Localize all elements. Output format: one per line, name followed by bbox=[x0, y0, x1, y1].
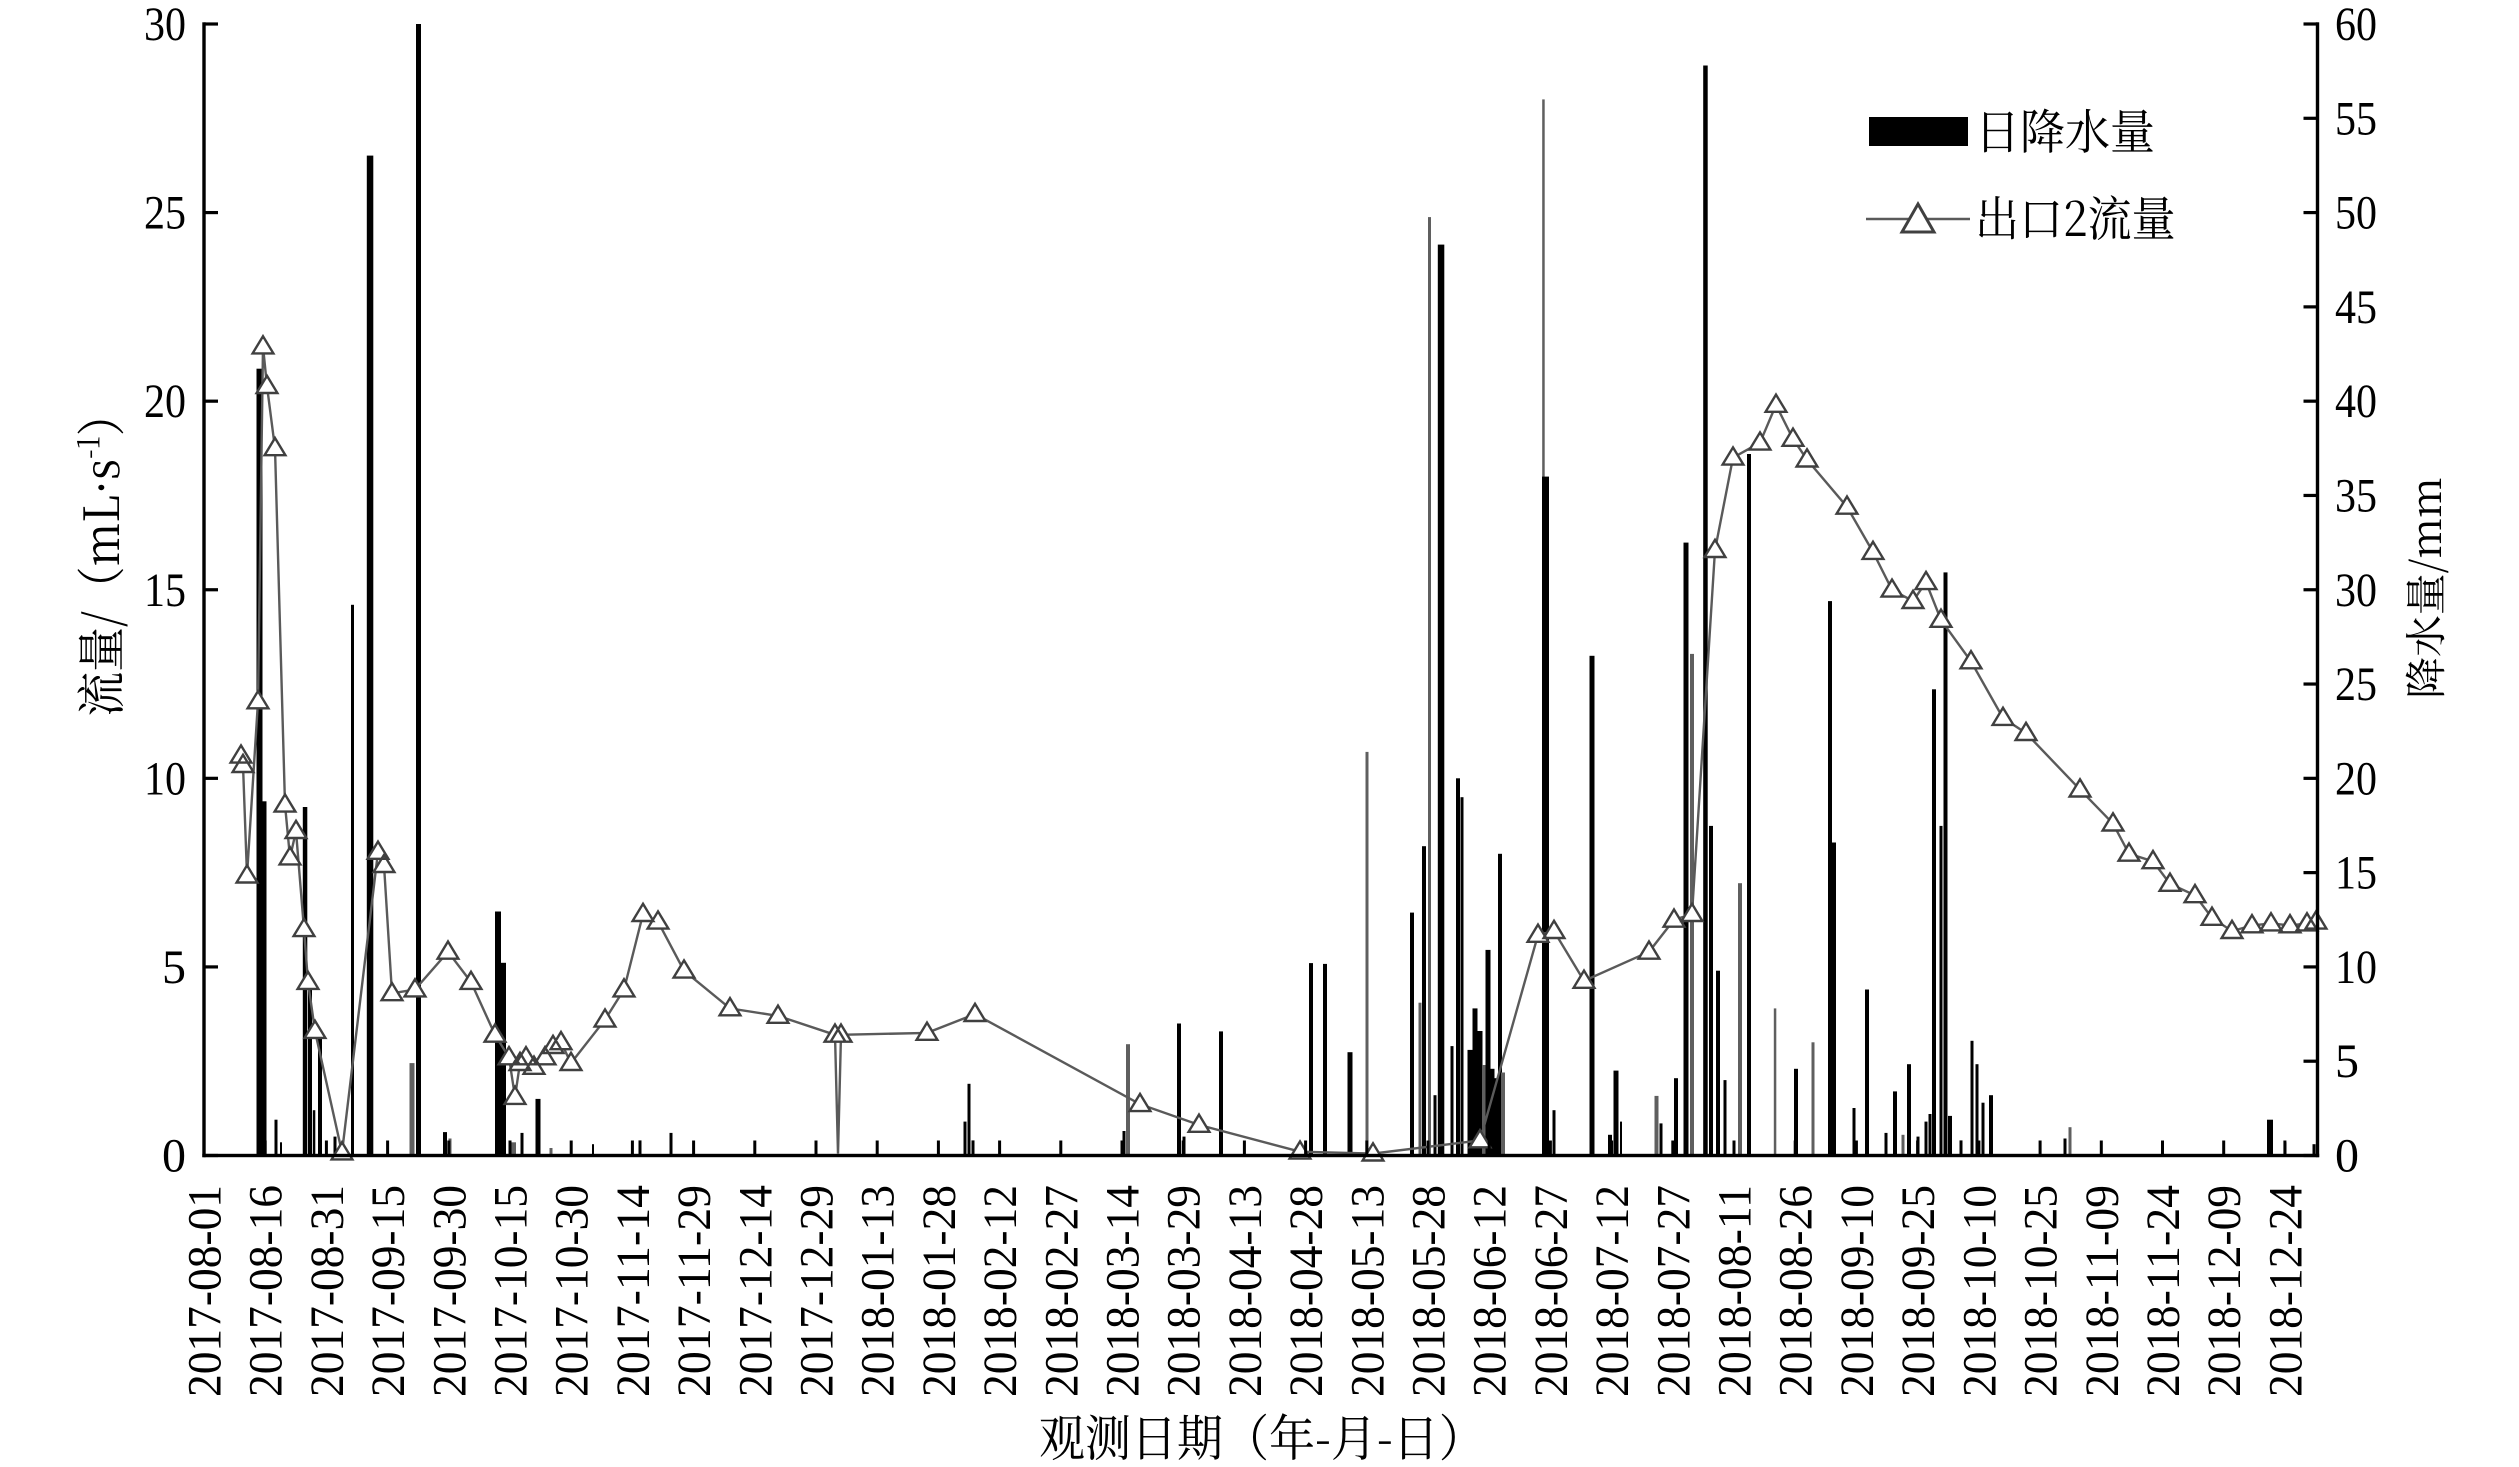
svg-text:2017-12-14: 2017-12-14 bbox=[729, 1185, 782, 1397]
svg-text:2018-03-14: 2018-03-14 bbox=[1097, 1185, 1150, 1397]
svg-text:2018-05-28: 2018-05-28 bbox=[1403, 1185, 1456, 1397]
svg-text:2018-12-09: 2018-12-09 bbox=[2198, 1185, 2251, 1397]
svg-text:2018-04-13: 2018-04-13 bbox=[1219, 1185, 1272, 1397]
svg-text:2017-11-29: 2017-11-29 bbox=[668, 1185, 721, 1397]
svg-text:0: 0 bbox=[2335, 1130, 2359, 1183]
svg-text:30: 30 bbox=[144, 0, 186, 51]
svg-text:2017-11-14: 2017-11-14 bbox=[607, 1185, 660, 1397]
svg-text:50: 50 bbox=[2335, 187, 2377, 240]
svg-text:2018-09-25: 2018-09-25 bbox=[1892, 1185, 1945, 1397]
svg-text:55: 55 bbox=[2335, 92, 2377, 145]
svg-text:5: 5 bbox=[162, 941, 186, 994]
svg-text:2018-05-13: 2018-05-13 bbox=[1341, 1185, 1394, 1397]
svg-text:2018-04-28: 2018-04-28 bbox=[1280, 1185, 1333, 1397]
svg-text:60: 60 bbox=[2335, 0, 2377, 51]
svg-text:2018-11-09: 2018-11-09 bbox=[2076, 1185, 2129, 1397]
svg-text:2018-06-12: 2018-06-12 bbox=[1464, 1185, 1517, 1397]
svg-text:45: 45 bbox=[2335, 281, 2377, 334]
svg-text:2018-09-10: 2018-09-10 bbox=[1831, 1185, 1884, 1397]
svg-text:30: 30 bbox=[2335, 564, 2377, 617]
svg-text:0: 0 bbox=[162, 1130, 186, 1183]
svg-text:2018-08-11: 2018-08-11 bbox=[1709, 1185, 1762, 1397]
svg-text:2018-01-28: 2018-01-28 bbox=[913, 1185, 966, 1397]
svg-text:2018-12-24: 2018-12-24 bbox=[2259, 1185, 2312, 1397]
svg-text:15: 15 bbox=[2335, 847, 2377, 900]
svg-text:2018-01-13: 2018-01-13 bbox=[852, 1185, 905, 1397]
svg-text:25: 25 bbox=[2335, 658, 2377, 711]
svg-text:2017-08-16: 2017-08-16 bbox=[240, 1185, 293, 1397]
svg-text:2018-10-10: 2018-10-10 bbox=[1953, 1185, 2006, 1397]
svg-text:25: 25 bbox=[144, 187, 186, 240]
svg-text:2017-10-30: 2017-10-30 bbox=[546, 1185, 599, 1397]
svg-text:2018-07-12: 2018-07-12 bbox=[1586, 1185, 1639, 1397]
svg-text:2017-08-01: 2017-08-01 bbox=[179, 1185, 232, 1397]
svg-text:2018-02-27: 2018-02-27 bbox=[1035, 1185, 1088, 1397]
svg-text:2018-11-24: 2018-11-24 bbox=[2137, 1185, 2190, 1397]
svg-text:2018-10-25: 2018-10-25 bbox=[2015, 1185, 2068, 1397]
svg-text:2017-10-15: 2017-10-15 bbox=[485, 1185, 538, 1397]
svg-text:2018-08-26: 2018-08-26 bbox=[1770, 1185, 1823, 1397]
svg-text:2017-12-29: 2017-12-29 bbox=[791, 1185, 844, 1397]
svg-text:2017-08-31: 2017-08-31 bbox=[301, 1185, 354, 1397]
svg-text:2018-07-27: 2018-07-27 bbox=[1647, 1185, 1700, 1397]
svg-text:5: 5 bbox=[2335, 1035, 2359, 1088]
svg-text:20: 20 bbox=[2335, 752, 2377, 805]
svg-text:2018-02-12: 2018-02-12 bbox=[974, 1185, 1027, 1397]
svg-text:2018-03-29: 2018-03-29 bbox=[1158, 1185, 1211, 1397]
svg-text:10: 10 bbox=[2335, 941, 2377, 994]
svg-text:20: 20 bbox=[144, 375, 186, 428]
svg-text:2017-09-30: 2017-09-30 bbox=[423, 1185, 476, 1397]
svg-text:10: 10 bbox=[144, 752, 186, 805]
svg-text:2017-09-15: 2017-09-15 bbox=[362, 1185, 415, 1397]
svg-text:35: 35 bbox=[2335, 470, 2377, 523]
svg-text:15: 15 bbox=[144, 564, 186, 617]
svg-text:2018-06-27: 2018-06-27 bbox=[1525, 1185, 1578, 1397]
svg-text:40: 40 bbox=[2335, 375, 2377, 428]
